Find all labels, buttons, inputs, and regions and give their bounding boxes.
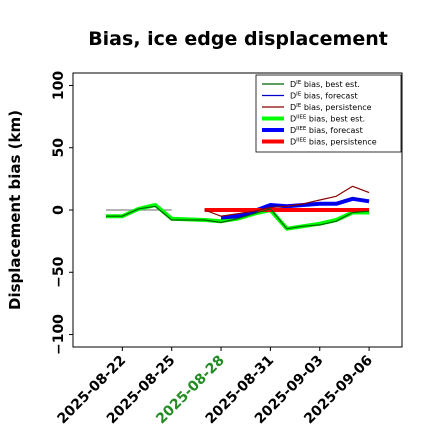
x-axis: 2025-08-222025-08-252025-08-282025-08-31… xyxy=(55,347,376,427)
legend: DIE bias, best est. DIE bias, forecast DIE… xyxy=(255,74,402,153)
legend-box xyxy=(255,74,402,153)
chart-title: Bias, ice edge displacement xyxy=(88,28,388,50)
series-line-0 xyxy=(105,205,370,230)
series-line-2 xyxy=(204,185,370,217)
series-lines xyxy=(105,185,370,231)
legend-label: DIE bias, persistence xyxy=(290,103,372,112)
y-tick-label: −50 xyxy=(51,256,67,287)
legend-label: DIIEE bias, forecast xyxy=(290,126,363,135)
legend-label: DIIEE bias, persistence xyxy=(290,138,377,147)
y-tick-label: 0 xyxy=(51,205,67,215)
y-tick-label: 100 xyxy=(51,71,67,100)
y-tick-label: −100 xyxy=(51,314,67,355)
y-axis: 100 50 0 −50 −100 xyxy=(51,71,73,355)
legend-label: DIIEE bias, best est. xyxy=(290,115,365,124)
legend-label: DIE bias, best est. xyxy=(290,80,360,89)
y-tick-label: 50 xyxy=(51,138,67,158)
y-axis-label: Displacement bias (km) xyxy=(6,110,24,310)
legend-label: DIE bias, forecast xyxy=(290,92,358,101)
